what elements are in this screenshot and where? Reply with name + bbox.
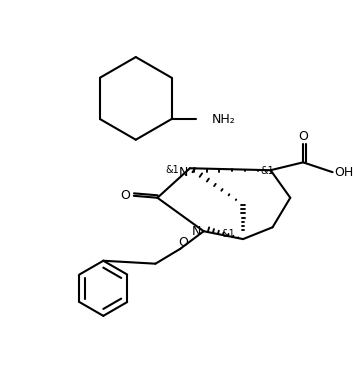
Text: O: O xyxy=(178,236,188,248)
Text: NH₂: NH₂ xyxy=(211,113,235,126)
Text: N: N xyxy=(192,225,202,238)
Text: N: N xyxy=(178,166,188,179)
Text: &1: &1 xyxy=(261,166,275,176)
Text: O: O xyxy=(120,189,130,202)
Text: &1: &1 xyxy=(221,229,235,239)
Text: OH: OH xyxy=(334,166,353,179)
Text: &1: &1 xyxy=(165,165,179,175)
Text: O: O xyxy=(298,130,308,143)
